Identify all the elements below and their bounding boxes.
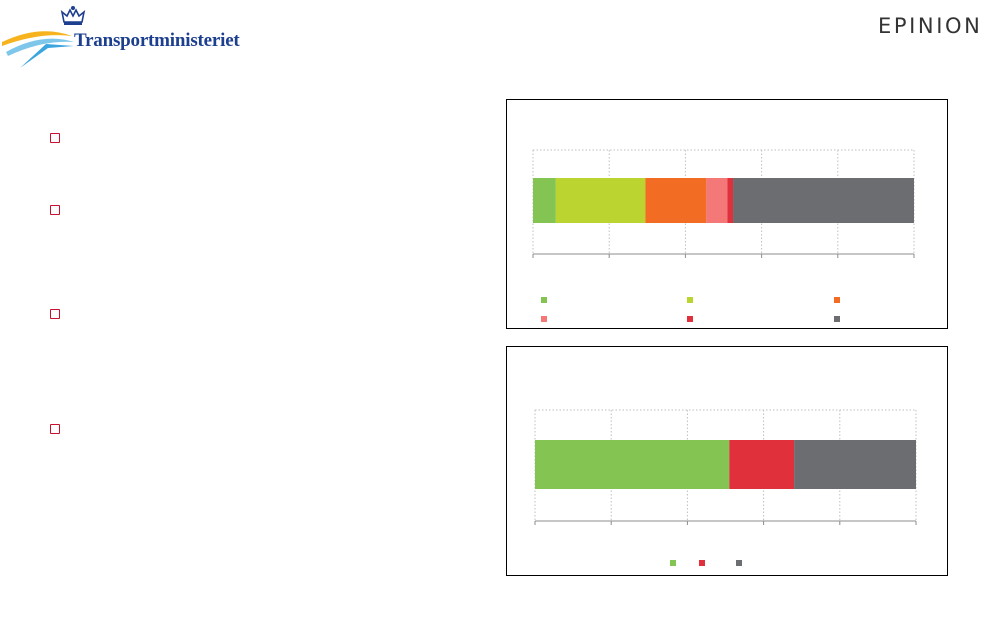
bullet-marker — [50, 205, 60, 215]
chart-1-canvas — [532, 149, 915, 322]
bar-segment-4 — [706, 178, 728, 223]
crown-swoosh-icon — [2, 6, 86, 68]
stacked-bar-chart-2 — [506, 346, 948, 576]
legend-swatch-3 — [834, 297, 840, 303]
legend-swatch-1 — [541, 297, 547, 303]
bullet-marker — [50, 133, 60, 143]
logo-text: Transportministeriet — [74, 30, 240, 51]
bullet-marker — [50, 424, 60, 434]
chart-2-canvas — [534, 409, 917, 566]
legend-swatch-4 — [541, 316, 547, 322]
bar-segment-6 — [733, 178, 914, 223]
epinion-logo-text: EPINION — [878, 14, 983, 38]
swoosh-icon — [2, 31, 74, 68]
legend-swatch-6 — [834, 316, 840, 322]
bar-segment-3 — [645, 178, 707, 223]
legend-swatch-5 — [687, 316, 693, 322]
bar-segment-2 — [729, 440, 795, 489]
legend-swatch-3 — [736, 560, 742, 566]
bar-segment-3 — [794, 440, 916, 489]
legend-swatch-1 — [670, 560, 676, 566]
bullet-marker — [50, 309, 60, 319]
transportministeriet-logo: Transportministeriet — [0, 2, 250, 70]
legend-swatch-2 — [699, 560, 705, 566]
legend-swatch-2 — [687, 297, 693, 303]
bar-segment-2 — [555, 178, 646, 223]
stacked-bar-chart-1 — [506, 99, 948, 329]
bar-segment-1 — [535, 440, 730, 489]
crown-icon — [60, 6, 86, 25]
bar-segment-5 — [727, 178, 734, 223]
bar-segment-1 — [533, 178, 556, 223]
epinion-logo: EPINION — [878, 14, 982, 38]
